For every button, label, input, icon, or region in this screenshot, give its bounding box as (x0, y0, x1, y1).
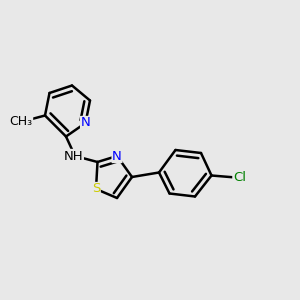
Text: NH: NH (64, 149, 83, 163)
Text: Cl: Cl (233, 171, 246, 184)
Text: N: N (112, 149, 122, 163)
Text: CH₃: CH₃ (9, 115, 33, 128)
Text: N: N (81, 116, 90, 130)
Text: S: S (92, 182, 100, 196)
